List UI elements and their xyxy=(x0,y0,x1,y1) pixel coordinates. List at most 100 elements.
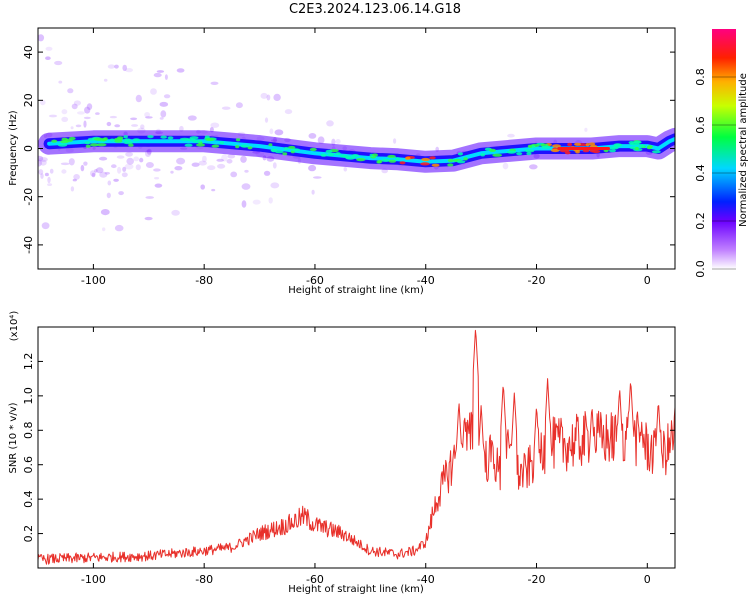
spectrogram-speckle xyxy=(153,168,161,172)
ridge-hotspot xyxy=(114,139,123,143)
spectrogram-speckle xyxy=(41,222,50,230)
colorbar-ticks: 0.0 0.2 0.4 0.6 0.8 xyxy=(694,68,736,278)
spectrogram-speckle xyxy=(226,159,233,164)
spectrogram-speckle xyxy=(44,172,49,177)
ridge-hotspot xyxy=(489,148,496,152)
spectrogram-speckle xyxy=(54,60,63,66)
spectrogram-speckle xyxy=(284,109,293,115)
ridge-hotspot xyxy=(123,138,132,142)
ridge-hotspot xyxy=(381,158,391,162)
x-tick-label: 0 xyxy=(644,274,651,287)
ridge-hotspot xyxy=(356,158,366,162)
ridge-hotspot xyxy=(291,148,301,152)
spectrogram-speckle xyxy=(313,176,322,179)
x-tick-label: -100 xyxy=(81,274,106,287)
spectrogram-speckle xyxy=(263,170,271,176)
spectrogram-speckle xyxy=(107,64,115,69)
spectrogram-speckle xyxy=(241,183,251,190)
ridge-hotspot xyxy=(167,136,174,140)
spectrogram-speckle xyxy=(260,92,268,99)
spectrogram-speckle xyxy=(198,160,207,166)
ridge-hotspot xyxy=(429,156,436,160)
spectrogram-speckle xyxy=(102,227,106,232)
ridge-hotspot xyxy=(240,144,249,148)
spectrogram-speckle xyxy=(144,216,153,221)
spectrogram-speckle xyxy=(104,171,111,175)
ridge-hotspot xyxy=(447,163,454,167)
ridge-hotspot xyxy=(633,140,642,144)
ridge-hotspot xyxy=(524,149,535,153)
ridge-hotspot xyxy=(219,141,224,145)
snr-x-label: Height of straight line (km) xyxy=(288,584,424,595)
snr-x-ticks: -100 -80 -60 -40 -20 0 xyxy=(81,327,651,586)
ridge-hotspot xyxy=(421,157,430,162)
spectrogram-speckle xyxy=(39,159,47,166)
colorbar-tick-label: 0.8 xyxy=(694,68,707,86)
spectrogram-y-ticks: -40 -20 0 20 40 xyxy=(22,45,675,254)
spectrogram-speckle xyxy=(507,133,515,138)
spectrogram-speckle xyxy=(130,117,138,121)
y-tick-label: 20 xyxy=(22,93,35,107)
x-tick-label: -20 xyxy=(528,573,546,586)
ridge-hotspot xyxy=(420,162,430,166)
spectrogram-speckle xyxy=(131,124,139,127)
spectrogram-speckle xyxy=(71,103,78,110)
spectrogram-speckle xyxy=(109,115,117,119)
spectrogram-speckle xyxy=(106,121,112,127)
ridge-hotspot xyxy=(60,140,69,144)
ridge-hotspot xyxy=(376,160,382,164)
spectrogram-speckle xyxy=(106,192,111,199)
x-tick-label: -20 xyxy=(528,274,546,287)
spectrogram-speckle xyxy=(83,120,87,128)
spectrogram-speckle xyxy=(145,196,154,199)
snr-y-multiplier: (x10⁴) xyxy=(9,311,20,342)
spectrogram-speckle xyxy=(77,111,85,115)
spectrogram-plot: -100 -80 -60 -40 -20 0 -40 -20 0 20 40 Height of … xyxy=(8,27,676,296)
spectrogram-speckle xyxy=(210,122,220,128)
spectrogram-speckle xyxy=(154,183,163,188)
spectrogram-speckle xyxy=(47,176,51,184)
ridge-hotspot xyxy=(351,154,360,158)
ridge-hotspot xyxy=(128,143,134,147)
ridge-hotspot xyxy=(93,137,104,141)
ridge-hotspot xyxy=(235,138,241,142)
spectrogram-speckle xyxy=(125,68,133,73)
spectrogram-speckle xyxy=(264,117,269,123)
spectrogram-speckle xyxy=(107,180,112,186)
ridge-hotspot xyxy=(123,141,134,145)
ridge-hotspot xyxy=(109,138,115,142)
colorbar-tick-label: 0.0 xyxy=(694,260,707,278)
y-tick-label: -20 xyxy=(22,188,35,206)
spectrogram-speckle xyxy=(326,120,334,127)
spectrogram-speckle xyxy=(80,164,85,172)
spectrogram-speckle xyxy=(103,78,108,82)
spectrogram-speckle xyxy=(135,164,141,171)
spectrogram-speckle xyxy=(86,103,93,110)
spectrogram-speckle xyxy=(139,157,144,163)
spectrogram-speckle xyxy=(269,128,274,135)
spectrogram-speckle xyxy=(502,162,509,170)
spectrogram-speckle xyxy=(99,156,108,161)
ridge-hotspot xyxy=(345,156,356,160)
spectrogram-speckle xyxy=(252,199,261,205)
spectrogram-speckle xyxy=(73,174,80,180)
ridge-hotspot xyxy=(567,142,572,147)
spectrogram-speckle xyxy=(308,133,317,139)
spectrogram-y-label: Frequency (Hz) xyxy=(8,110,19,186)
spectrogram-speckle xyxy=(159,117,164,120)
spectrogram-speckle xyxy=(118,191,124,196)
spectrogram-speckle xyxy=(38,34,45,42)
spectrogram-speckle xyxy=(150,88,157,95)
spectrogram-speckle xyxy=(187,115,197,121)
ridge-hotspot xyxy=(646,146,652,150)
ridge-hotspot xyxy=(399,161,406,165)
ridge-hotspot xyxy=(609,149,616,153)
spectrogram-speckle xyxy=(122,166,127,172)
ridge-hotspot xyxy=(447,158,454,163)
y-tick-label: 0.6 xyxy=(22,456,35,474)
ridge-hotspot xyxy=(610,146,619,150)
spectrogram-speckle xyxy=(270,182,280,189)
spectrogram-speckle xyxy=(133,156,140,162)
ridge-hotspot xyxy=(282,152,288,156)
spectrogram-speckle xyxy=(163,94,171,99)
